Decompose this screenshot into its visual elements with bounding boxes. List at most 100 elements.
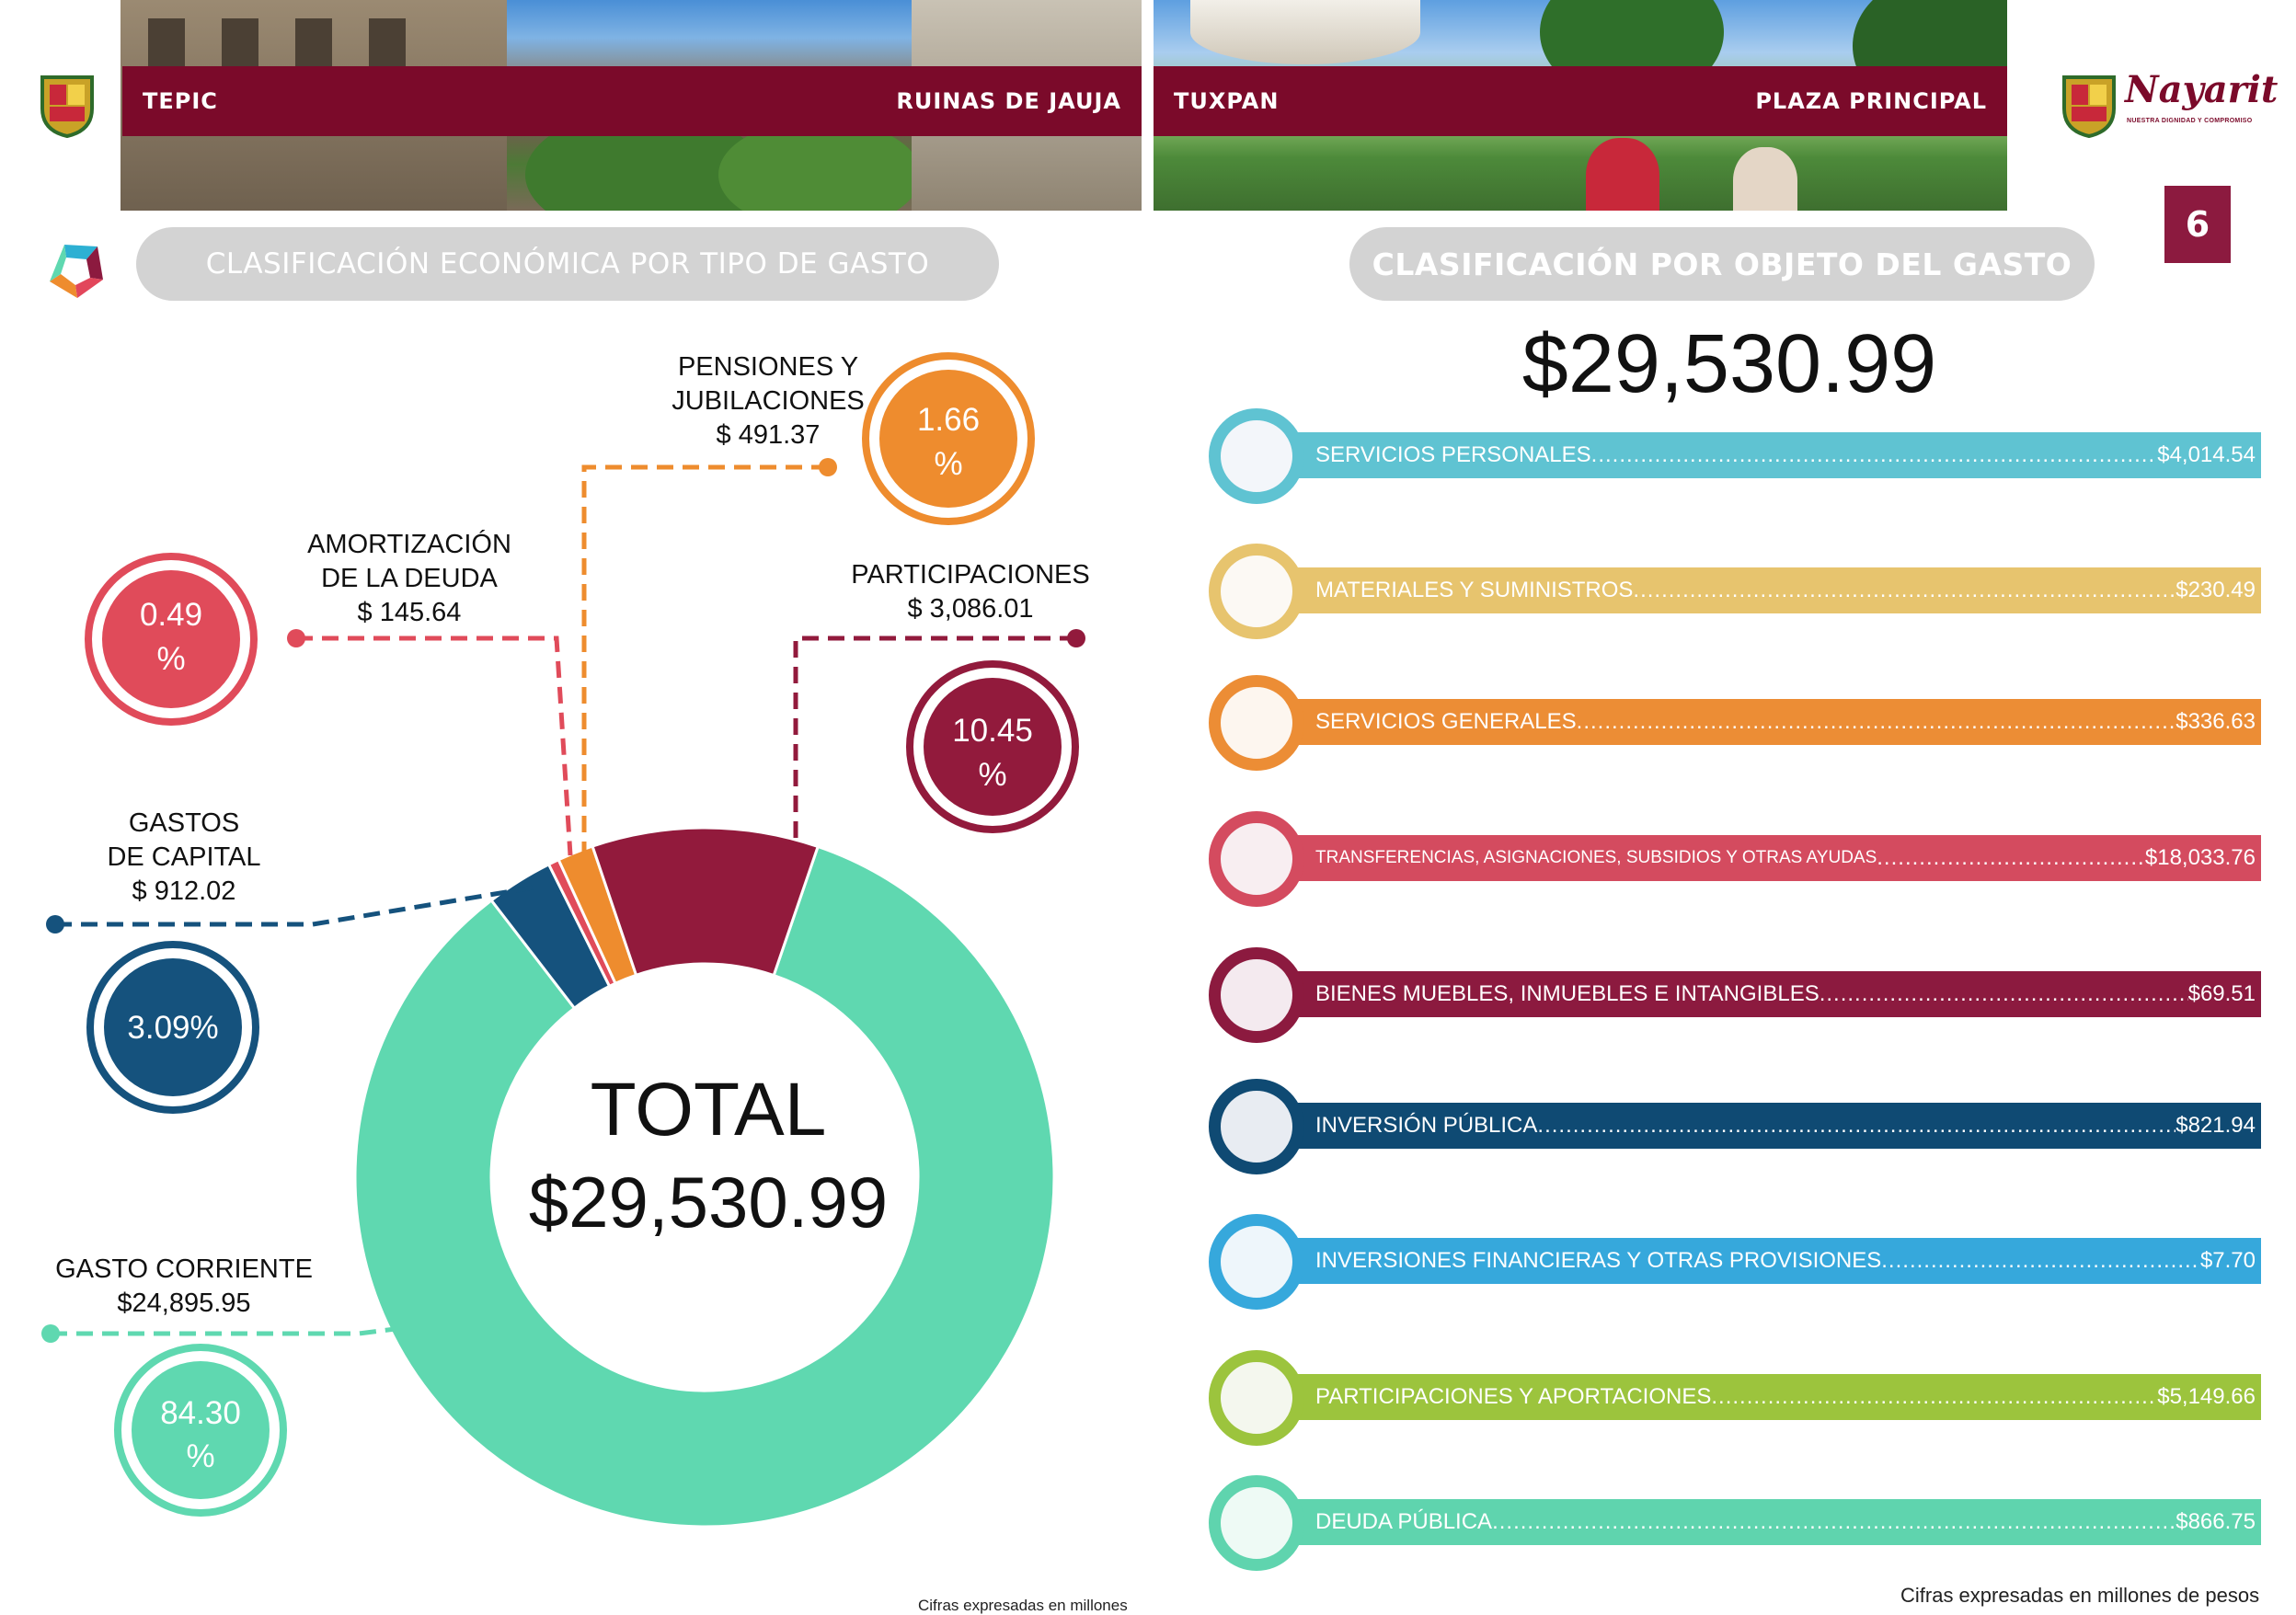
label-participaciones-amount: $ 3,086.01 (907, 594, 1034, 624)
expense-amount: $866.75 (2175, 1509, 2256, 1534)
percent-badge-pensiones: 1.66 % (862, 352, 1035, 525)
leader-line-gastos-capital (55, 885, 534, 927)
expense-bar: TRANSFERENCIAS, ASIGNACIONES, SUBSIDIOS … (1268, 835, 2261, 881)
expense-bar: SERVICIOS PERSONALES ...................… (1268, 432, 2261, 478)
expense-amount: $7.70 (2199, 1248, 2256, 1273)
colorful-logo-icon (50, 245, 103, 298)
expense-bar: MATERIALES Y SUMINISTROS ...............… (1268, 567, 2261, 613)
bullet-circle (1209, 1079, 1304, 1174)
expense-amount: $18,033.76 (2144, 845, 2256, 870)
label-pensiones-name-2: JUBILACIONES (672, 386, 865, 416)
leader-dot (46, 915, 64, 933)
left-footnote: Cifras expresadas en millones (918, 1597, 1128, 1614)
label-gastos-capital-name-2: DE CAPITAL (107, 842, 261, 872)
leader-dot (287, 629, 305, 647)
bullet-circle (1209, 675, 1304, 771)
label-gasto-corriente-amount: $24,895.95 (117, 1289, 251, 1318)
percent-amortizacion-sign: % (156, 641, 185, 677)
percent-amortizacion-value: 0.49 (140, 597, 202, 633)
bullet-circle (1209, 1350, 1304, 1446)
list-item: INVERSIONES FINANCIERAS Y OTRAS PROVISIO… (1203, 1212, 2261, 1313)
percent-badge-participaciones: 10.45 % (906, 660, 1079, 833)
expense-label: SERVICIOS PERSONALES (1315, 442, 1591, 467)
expense-amount: $336.63 (2175, 709, 2256, 734)
percent-gastos-capital-value: 3.09% (127, 1010, 218, 1046)
percent-badge-gasto-corriente: 84.30 % (114, 1344, 287, 1517)
banner-right-place: PLAZA PRINCIPAL (1755, 88, 1987, 114)
expense-amount: $69.51 (2187, 981, 2256, 1006)
label-participaciones-name: PARTICIPACIONES (851, 560, 1090, 590)
bullet-circle (1209, 1475, 1304, 1571)
leader-dot (41, 1324, 60, 1343)
label-amortizacion-name-1: AMORTIZACIÓN (307, 530, 511, 559)
leader-dots: ........................................… (1492, 1509, 2176, 1534)
expense-bar: SERVICIOS GENERALES ....................… (1268, 699, 2261, 745)
economic-classification-title: CLASIFICACIÓN ECONÓMICA POR TIPO DE GAST… (136, 227, 999, 301)
banner-left: TEPIC RUINAS DE JAUJA (122, 66, 1142, 136)
expense-label: DEUDA PÚBLICA (1315, 1509, 1493, 1534)
state-crest-icon (2062, 75, 2116, 138)
leader-dot (1067, 629, 1085, 647)
state-crest-icon (40, 75, 94, 138)
list-item: SERVICIOS PERSONALES ...................… (1203, 407, 2261, 508)
nayarit-logo: Nayarit (2125, 68, 2279, 111)
percent-pensiones-value: 1.66 (917, 402, 980, 438)
label-pensiones-amount: $ 491.37 (716, 420, 821, 450)
leader-dots: ........................................… (1590, 442, 2158, 467)
label-gastos-capital-name-1: GASTOS (128, 808, 240, 838)
banner-right: TUXPAN PLAZA PRINCIPAL (1154, 66, 2007, 136)
expense-label: PARTICIPACIONES Y APORTACIONES (1315, 1384, 1712, 1409)
label-amortizacion: AMORTIZACIÓN DE LA DEUDA $ 145.64 (276, 528, 543, 630)
leader-line-pensiones (581, 464, 828, 860)
expense-bar: BIENES MUEBLES, INMUEBLES E INTANGIBLES … (1268, 971, 2261, 1017)
expense-label: INVERSIÓN PÚBLICA (1315, 1113, 1538, 1138)
percent-participaciones-value: 10.45 (952, 713, 1033, 749)
leader-dots: ........................................… (1877, 845, 2145, 870)
bullet-circle (1209, 1214, 1304, 1310)
donut-chart: 84.30 % 3.09% 0.49 % 1.66 % 10.45 % (41, 352, 1085, 1529)
expense-bar: DEUDA PÚBLICA ..........................… (1268, 1499, 2261, 1545)
leader-dots: ........................................… (1881, 1248, 2200, 1273)
leader-line-amortizacion (296, 636, 573, 856)
bullet-circle (1209, 544, 1304, 639)
label-pensiones: PENSIONES Y JUBILACIONES $ 491.37 (644, 350, 892, 452)
leader-line-gasto-corriente (51, 1326, 396, 1336)
expense-amount: $230.49 (2175, 578, 2256, 602)
percent-participaciones-sign: % (978, 757, 1006, 793)
expense-amount: $4,014.54 (2157, 442, 2256, 467)
leader-dots: ........................................… (1711, 1384, 2157, 1409)
expense-label: TRANSFERENCIAS, ASIGNACIONES, SUBSIDIOS … (1315, 848, 1877, 867)
donut-center-label: TOTAL (590, 1068, 827, 1151)
expense-bar: INVERSIONES FINANCIERAS Y OTRAS PROVISIO… (1268, 1238, 2261, 1284)
expense-object-title: CLASIFICACIÓN POR OBJETO DEL GASTO (1349, 227, 2095, 301)
list-item: INVERSIÓN PÚBLICA ......................… (1203, 1077, 2261, 1178)
banner-left-place: RUINAS DE JAUJA (896, 88, 1121, 114)
banner-left-city: TEPIC (143, 88, 218, 114)
leader-dots: ........................................… (1537, 1113, 2175, 1138)
expense-bar: INVERSIÓN PÚBLICA ......................… (1268, 1103, 2261, 1149)
list-item: SERVICIOS GENERALES ....................… (1203, 673, 2261, 774)
percent-badge-gastos-capital: 3.09% (86, 941, 259, 1114)
percent-pensiones-sign: % (934, 446, 962, 482)
expense-bar: PARTICIPACIONES Y APORTACIONES .........… (1268, 1374, 2261, 1420)
leader-dots: ........................................… (1819, 981, 2188, 1006)
label-amortizacion-name-2: DE LA DEUDA (321, 564, 498, 593)
bullet-circle (1209, 947, 1304, 1043)
list-item: TRANSFERENCIAS, ASIGNACIONES, SUBSIDIOS … (1203, 809, 2261, 911)
list-item: BIENES MUEBLES, INMUEBLES E INTANGIBLES … (1203, 945, 2261, 1047)
percent-gasto-corriente-sign: % (186, 1438, 214, 1474)
expense-amount: $5,149.66 (2157, 1384, 2256, 1409)
label-gastos-capital-amount: $ 912.02 (132, 876, 236, 906)
banner-right-city: TUXPAN (1174, 88, 1280, 114)
leader-dot (819, 458, 837, 476)
right-footnote: Cifras expresadas en millones de pesos (1900, 1584, 2260, 1607)
nayarit-tagline: NUESTRA DIGNIDAD Y COMPROMISO (2127, 118, 2253, 124)
expense-label: BIENES MUEBLES, INMUEBLES E INTANGIBLES (1315, 981, 1820, 1006)
label-gasto-corriente: GASTO CORRIENTE $24,895.95 (55, 1253, 313, 1321)
percent-badge-amortizacion: 0.49 % (85, 553, 258, 726)
donut-hole (490, 963, 919, 1392)
label-amortizacion-amount: $ 145.64 (357, 598, 462, 627)
donut-center-total: $29,530.99 (528, 1162, 889, 1243)
label-gasto-corriente-name: GASTO CORRIENTE (55, 1254, 313, 1284)
list-item: DEUDA PÚBLICA ..........................… (1203, 1473, 2261, 1575)
